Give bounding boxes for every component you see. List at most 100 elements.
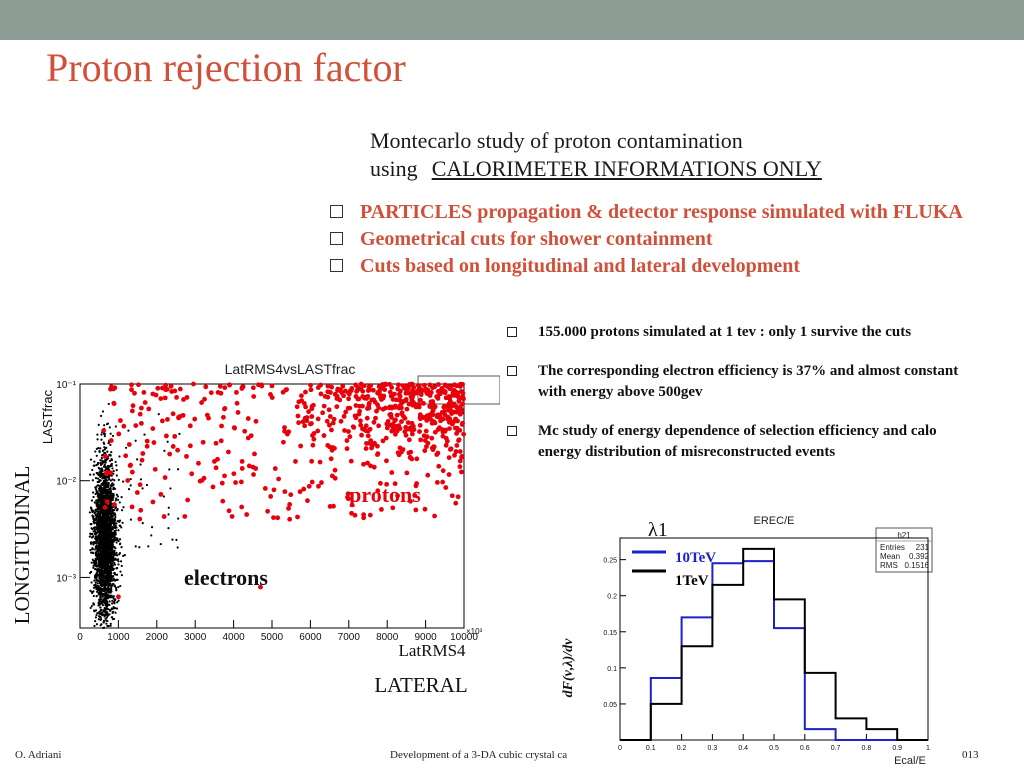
proton-point: [129, 408, 135, 414]
proton-point: [451, 382, 457, 388]
electron-point: [100, 551, 103, 554]
proton-point: [365, 406, 370, 411]
proton-point: [217, 383, 223, 389]
proton-point: [331, 503, 336, 509]
electron-point: [91, 558, 94, 561]
black-bullet-item: The corresponding electron efficiency is…: [505, 361, 975, 403]
proton-point: [309, 458, 315, 464]
proton-point: [452, 452, 457, 458]
proton-point: [246, 463, 252, 469]
electron-point: [120, 526, 123, 529]
proton-point: [308, 382, 313, 388]
proton-point: [423, 388, 428, 394]
electron-point: [104, 583, 107, 586]
electron-point: [99, 595, 102, 599]
electron-point: [105, 541, 108, 544]
proton-point: [200, 439, 206, 445]
electron-point: [118, 455, 121, 458]
proton-point: [116, 594, 121, 600]
electron-point: [109, 503, 112, 506]
electron-point: [101, 459, 104, 462]
proton-point: [184, 453, 189, 459]
electron-point: [105, 604, 108, 607]
proton-point: [271, 515, 276, 521]
electron-point: [141, 487, 144, 490]
electron-point: [100, 537, 103, 540]
electron-point: [110, 616, 114, 619]
red-bullet-list: PARTICLES propagation & detector respons…: [328, 199, 1018, 280]
proton-point: [287, 516, 293, 522]
electron-point: [115, 554, 118, 557]
red-bullet-item: Cuts based on longitudinal and lateral d…: [328, 253, 1018, 280]
proton-point: [344, 446, 350, 452]
electron-point: [96, 433, 99, 436]
electron-point: [118, 501, 121, 504]
proton-point: [239, 504, 245, 510]
proton-point: [432, 513, 437, 519]
proton-point: [348, 458, 354, 464]
electron-point: [101, 573, 104, 576]
proton-point: [360, 394, 366, 399]
proton-point: [373, 415, 378, 421]
scatter-xlabel: LatRMS4: [398, 641, 466, 660]
electron-point: [92, 564, 95, 567]
electron-point: [110, 579, 113, 582]
stats-entries-label: Entries: [880, 543, 905, 552]
proton-point: [427, 414, 432, 420]
proton-point: [146, 406, 152, 412]
proton-point: [364, 415, 370, 421]
proton-point: [397, 403, 403, 408]
electron-point: [94, 616, 97, 619]
electron-point: [113, 479, 116, 482]
subtitle-line1: Montecarlo study of proton contamination: [370, 128, 743, 153]
electron-point: [104, 591, 107, 595]
electron-point: [101, 604, 105, 607]
proton-point: [342, 388, 348, 394]
electron-point: [110, 529, 113, 532]
proton-point: [384, 481, 390, 487]
proton-point: [309, 421, 314, 426]
proton-point: [449, 493, 455, 499]
electron-point: [105, 516, 108, 519]
electron-point: [112, 600, 116, 603]
proton-point: [222, 406, 228, 411]
proton-point: [438, 418, 443, 424]
proton-point: [405, 420, 411, 425]
electron-point: [95, 576, 98, 579]
proton-point: [375, 452, 380, 457]
proton-point: [192, 416, 198, 422]
electron-point: [97, 593, 100, 596]
proton-point: [288, 492, 294, 498]
electron-point: [117, 599, 120, 602]
proton-point: [444, 438, 450, 444]
electron-point: [102, 479, 105, 483]
proton-point: [251, 394, 257, 399]
electron-point: [100, 566, 103, 569]
electron-point: [109, 591, 112, 594]
electron-point: [104, 574, 107, 577]
black-bullet-item: Mc study of energy dependence of selecti…: [505, 421, 975, 463]
electron-point: [109, 522, 112, 525]
electron-point: [105, 616, 109, 619]
proton-point: [424, 434, 430, 440]
proton-point: [167, 451, 173, 457]
electron-point: [107, 464, 110, 468]
electron-point: [113, 579, 116, 582]
proton-point: [430, 408, 436, 413]
proton-point: [327, 414, 333, 419]
electron-point: [106, 566, 109, 570]
proton-point: [364, 396, 370, 401]
electron-point: [108, 583, 112, 586]
proton-point: [239, 386, 245, 391]
proton-point: [140, 451, 146, 456]
electron-point: [177, 517, 180, 520]
electron-point: [129, 518, 133, 521]
proton-point: [321, 433, 327, 438]
histogram-x-tick-label: 0: [618, 745, 622, 752]
proton-point: [372, 399, 378, 405]
proton-point: [311, 436, 317, 442]
proton-point: [301, 486, 307, 492]
electron-point: [94, 567, 97, 570]
proton-point: [126, 442, 132, 447]
proton-point: [213, 465, 219, 471]
